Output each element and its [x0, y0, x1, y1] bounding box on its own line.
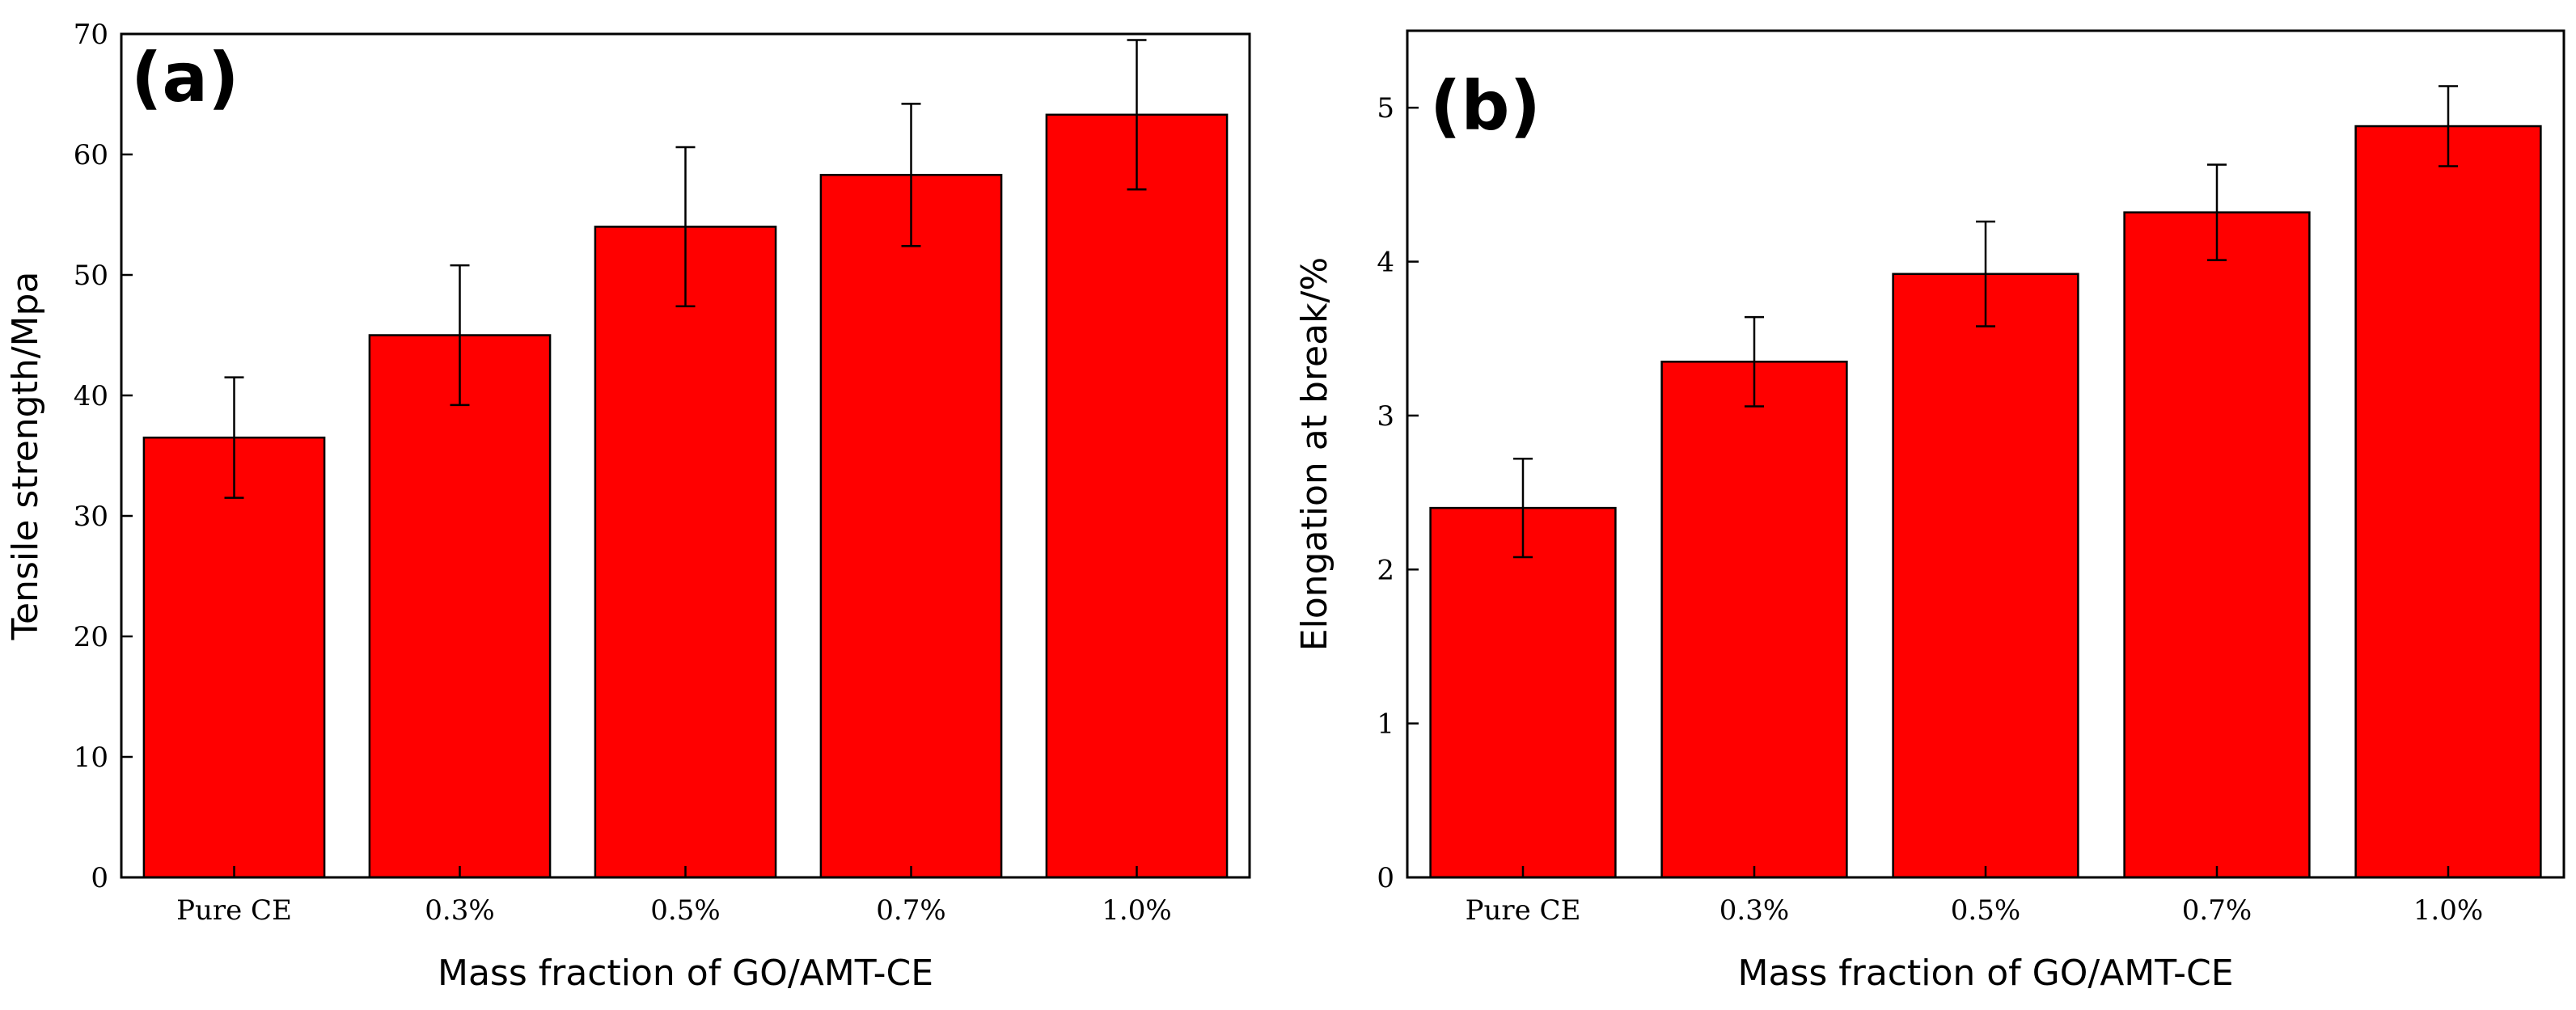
chart-panel-b: Pure CE 0.3% 0.5% 0.7% 1.0% 0 1 2 3 4 5 Mass fracti… — [1294, 29, 2565, 994]
x-tick-label: 0.3% — [425, 894, 494, 927]
bar — [2354, 125, 2542, 879]
y-tick-label: 4 — [1377, 247, 1394, 279]
x-tick-label: 0.5% — [1951, 894, 2020, 927]
y-tick-label: 60 — [74, 139, 108, 171]
y-tick-label: 20 — [74, 621, 108, 653]
bar — [142, 436, 326, 879]
chart-panel-a: Pure CE 0.3% 0.5% 0.7% 1.0% 0 10 20 30 40 50 60 70 Ma… — [5, 19, 1251, 994]
y-tick-label: 70 — [74, 19, 108, 51]
bar — [368, 334, 552, 879]
y-tick-label: 10 — [74, 742, 108, 774]
panel-label: (b) — [1430, 66, 1541, 146]
x-tick-label: 0.3% — [1719, 894, 1789, 927]
x-tick-label: Pure CE — [176, 894, 292, 927]
x-tick-label: 1.0% — [2413, 894, 2483, 927]
y-tick-label: 30 — [74, 501, 108, 533]
panel-label: (a) — [131, 38, 239, 117]
y-tick-label: 3 — [1377, 400, 1394, 433]
x-tick-label: Pure CE — [1466, 894, 1581, 927]
plot-frame — [120, 32, 1251, 879]
y-axis-title: Elongation at break/% — [1294, 257, 1335, 651]
bar — [1660, 361, 1848, 879]
y-tick-label: 0 — [1377, 862, 1394, 894]
x-axis-title: Mass fraction of GO/AMT-CE — [438, 953, 933, 994]
y-tick-label: 1 — [1377, 708, 1394, 741]
bar — [1045, 113, 1229, 879]
x-tick-label: 0.7% — [876, 894, 945, 927]
bar — [1429, 506, 1617, 879]
x-tick-label: 0.7% — [2182, 894, 2252, 927]
bar — [819, 174, 1003, 879]
y-tick-label: 2 — [1377, 554, 1394, 586]
x-tick-label: 0.5% — [650, 894, 720, 927]
x-tick-label: 1.0% — [1102, 894, 1171, 927]
y-tick-label: 0 — [91, 862, 108, 894]
bar — [1892, 273, 2079, 879]
bar — [2123, 211, 2311, 879]
y-tick-label: 5 — [1377, 92, 1394, 125]
plot-frame — [1406, 29, 2565, 879]
bar — [594, 226, 777, 879]
y-axis-title: Tensile strength/Mpa — [5, 272, 46, 641]
x-axis-title: Mass fraction of GO/AMT-CE — [1737, 953, 2233, 994]
y-tick-label: 40 — [74, 380, 108, 412]
y-tick-label: 50 — [74, 260, 108, 292]
